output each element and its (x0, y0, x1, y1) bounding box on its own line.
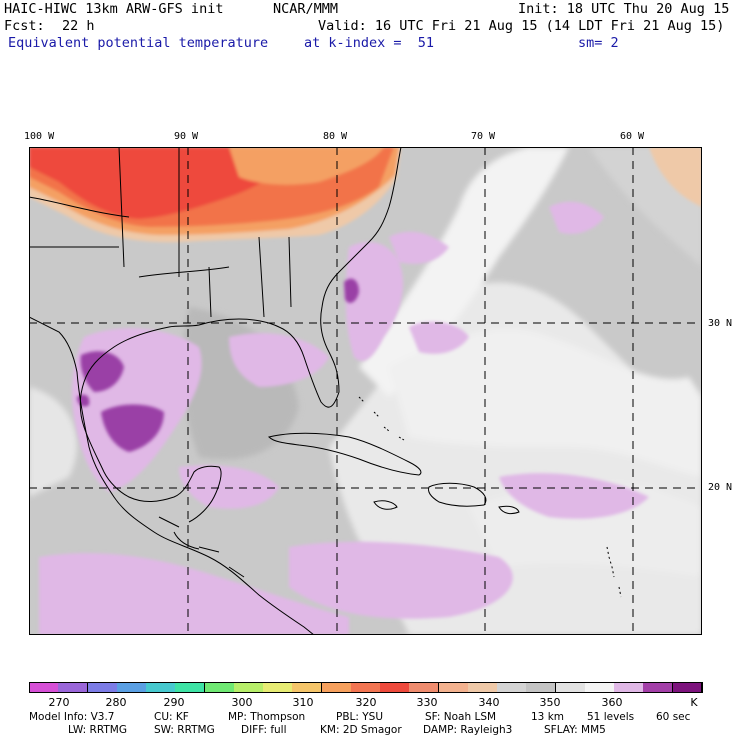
mexico-light (29, 387, 77, 497)
model-info-lw: LW: RRTMG (68, 724, 127, 736)
puerto-rico-outline (498, 505, 520, 515)
valid-time: Valid: 16 UTC Fri 21 Aug 15 (14 LDT Fri … (318, 18, 725, 34)
colorbar-cell (614, 682, 645, 693)
model-info-sf: SF: Noah LSM (425, 711, 497, 723)
colorbar-cell (584, 682, 615, 693)
model-info-km: KM: 2D Smagor (320, 724, 402, 736)
cb-label-300: 300 (231, 696, 253, 709)
smoothing-label: sm= 2 (578, 35, 619, 51)
cb-unit: K (690, 696, 698, 709)
purple-core-atlantic (344, 278, 359, 303)
colorbar-cell (672, 682, 703, 693)
colorbar-cell (263, 682, 294, 693)
cb-label-350: 350 (539, 696, 561, 709)
theta-e-map (29, 147, 702, 635)
model-info-diff: DIFF: full (241, 724, 287, 736)
field-name: Equivalent potential temperature (8, 35, 269, 51)
colorbar-cell (29, 682, 59, 693)
cb-label-310: 310 (292, 696, 314, 709)
state-borders (29, 147, 292, 318)
cb-label-290: 290 (163, 696, 185, 709)
colorbar-cell (87, 682, 118, 693)
ocean-white-band-2 (389, 328, 702, 477)
model-info-damp: DAMP: Rayleigh3 (423, 724, 513, 736)
graticule (29, 147, 702, 635)
coastlines (29, 147, 622, 635)
caribbean-lilac (289, 541, 513, 619)
fcst-label: Fcst: (4, 18, 45, 34)
cb-label-270: 270 (48, 696, 70, 709)
lon-label-60w: 60 W (620, 131, 645, 142)
cb-label-340: 340 (478, 696, 500, 709)
model-info-mp: MP: Thompson (228, 711, 306, 723)
ocean-white-band (359, 147, 569, 397)
cb-label-280: 280 (105, 696, 127, 709)
lon-label-70w: 70 W (471, 131, 496, 142)
hispaniola-outline (428, 482, 487, 507)
colorbar-cell (204, 682, 235, 693)
model-info-levels: 51 levels (587, 711, 635, 723)
carolina-lilac (389, 231, 449, 264)
purple-core-gulf (101, 404, 164, 452)
colorbar-cell (497, 682, 528, 693)
jamaica-outline (373, 500, 398, 510)
cb-label-330: 330 (416, 696, 438, 709)
model-title: HAIC-HIWC 13km ARW-GFS init (4, 1, 224, 17)
fcst-value: 22 h (62, 18, 95, 34)
lesser-antilles (606, 546, 622, 598)
colorbar-cell (380, 682, 411, 693)
colorbar-cell (409, 682, 440, 693)
model-info-res: 13 km (531, 711, 565, 723)
colorbar-cell (438, 682, 469, 693)
org-label: NCAR/MMM (273, 1, 339, 17)
colorbar-cell (146, 682, 177, 693)
colorbar-cell (555, 682, 586, 693)
mexico-pacific-coast (29, 316, 315, 635)
model-info-pbl: PBL: YSU (336, 711, 384, 723)
atlantic-lilac-coast (345, 242, 404, 361)
east-gulf-lilac (229, 333, 329, 387)
pacific-lilac (39, 553, 349, 635)
lat-label-30n: 30 N (708, 318, 733, 329)
model-info-cu: CU: KF (154, 711, 189, 723)
colorbar-cell (526, 682, 557, 693)
colorbar-cell (321, 682, 352, 693)
lon-label-100w: 100 W (24, 131, 55, 142)
model-info-timestep: 60 sec (656, 711, 691, 723)
colorbar-cell (292, 682, 323, 693)
lat-label-20n: 20 N (708, 482, 733, 493)
tan-patch (649, 147, 702, 207)
colorbar-cell (58, 682, 89, 693)
bahamas-lilac (409, 321, 469, 354)
colorbar-cell (467, 682, 498, 693)
model-info-sflay: SFLAY: MM5 (544, 724, 606, 736)
model-info-version: Model Info: V3.7 (29, 711, 115, 723)
cb-label-320: 320 (355, 696, 377, 709)
cuba-outline (268, 432, 422, 476)
lon-label-80w: 80 W (323, 131, 348, 142)
init-time: Init: 18 UTC Thu 20 Aug 15 (518, 1, 730, 17)
colorbar-cell (116, 682, 147, 693)
purple-core-texas (80, 351, 124, 392)
lon-label-90w: 90 W (174, 131, 199, 142)
model-info-sw: SW: RRTMG (154, 724, 215, 736)
cb-label-360: 360 (601, 696, 623, 709)
map-frame (29, 147, 702, 635)
gulf-coastline (79, 147, 402, 523)
yucatan-lilac (179, 465, 279, 509)
central-america-borders (158, 516, 245, 578)
orange-patch-ne (229, 147, 384, 185)
atlantic-lilac-ne (549, 201, 604, 234)
colorbar-cell (175, 682, 206, 693)
level-label: at k-index = 51 (304, 35, 435, 51)
colorbar-cell (643, 682, 674, 693)
caribbean-lilac-east (499, 473, 649, 519)
colorbar-cell (233, 682, 264, 693)
colorbar-cell (350, 682, 381, 693)
